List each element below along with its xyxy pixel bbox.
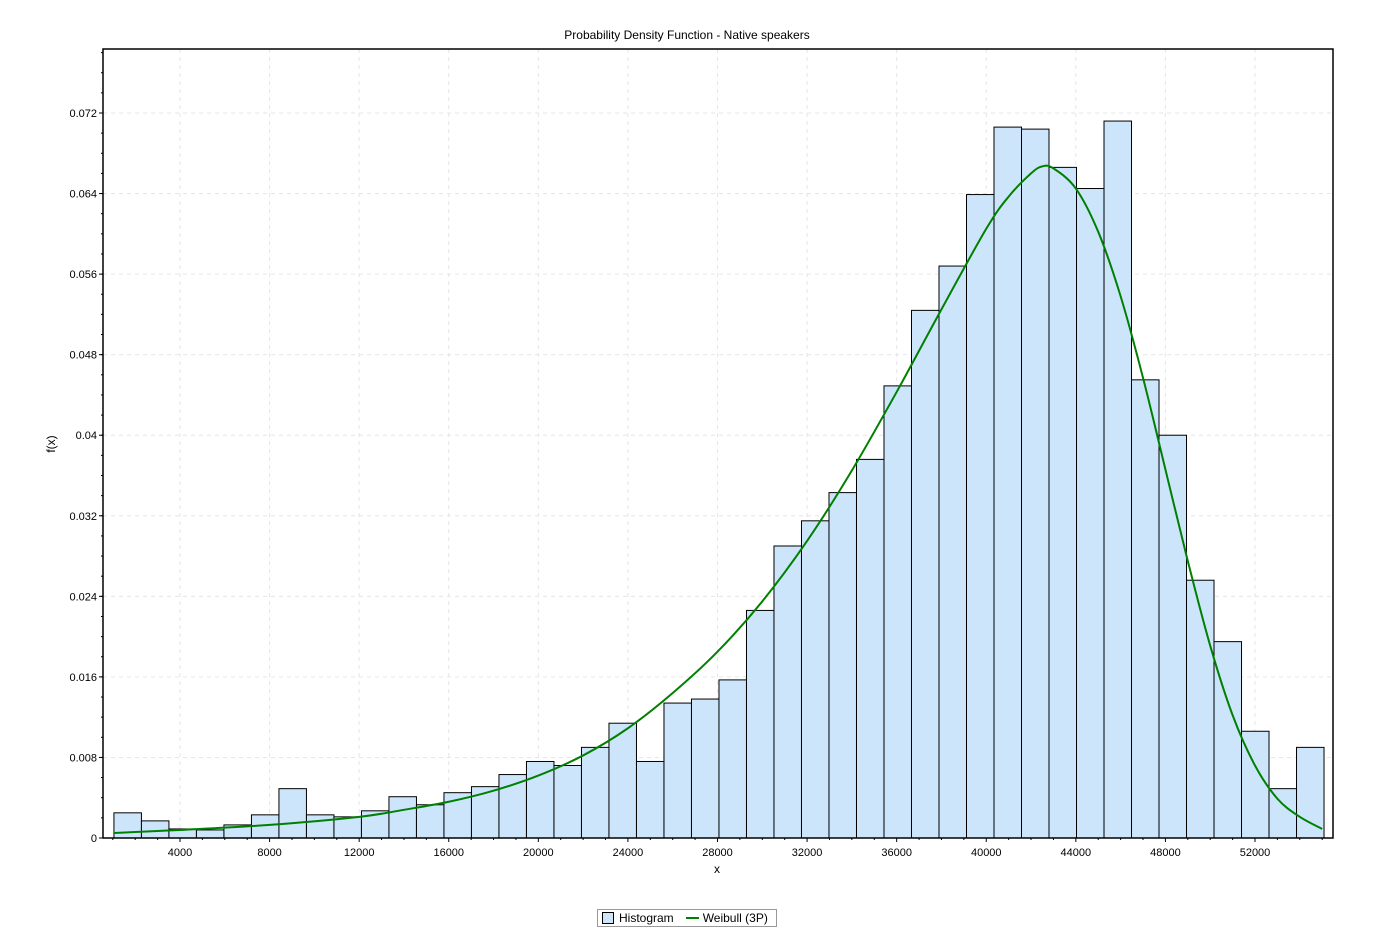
histogram-bar — [635, 760, 665, 839]
histogram-bar — [1103, 120, 1133, 839]
histogram-bar — [608, 722, 637, 839]
histogram-bars — [113, 120, 1325, 839]
y-axis: 0 0.008 0.016 0.024 0.032 0.04 0.048 0.056 0.064… — [69, 52, 103, 845]
chart-title: Probability Density Function - Native sp… — [564, 28, 810, 42]
histogram-bar — [1076, 188, 1105, 839]
histogram-bar — [663, 702, 692, 839]
y-axis-title: f(x) — [44, 435, 58, 452]
histogram-bar — [910, 309, 940, 839]
histogram-bar — [1186, 579, 1215, 839]
histogram-bar — [140, 820, 170, 839]
histogram-bar — [965, 194, 995, 839]
y-tick-label: 0.032 — [69, 511, 97, 523]
histogram-bar — [828, 492, 857, 839]
histogram-bar — [278, 788, 307, 839]
histogram-bar — [745, 609, 775, 839]
histogram-bar — [580, 746, 610, 839]
histogram-bar — [1021, 128, 1050, 839]
histogram-bar — [1048, 166, 1078, 839]
y-tick-label: 0.008 — [69, 752, 97, 764]
y-tick-label: 0.04 — [76, 430, 97, 442]
histogram-bar — [800, 520, 830, 839]
x-tick-label: 52000 — [1240, 847, 1271, 859]
x-tick-label: 16000 — [433, 847, 464, 859]
histogram-bar — [718, 679, 747, 839]
histogram-bar — [855, 458, 885, 839]
x-tick-label: 48000 — [1150, 847, 1181, 859]
x-tick-label: 8000 — [257, 847, 281, 859]
histogram-bar — [195, 829, 225, 839]
legend-label: Histogram — [619, 911, 674, 925]
histogram-bar — [305, 814, 335, 839]
histogram-bar — [525, 760, 555, 839]
histogram-bar — [113, 812, 142, 839]
y-tick-label: 0 — [91, 833, 97, 845]
legend: Histogram Weibull (3P) — [597, 909, 777, 927]
y-tick-label: 0.016 — [69, 672, 97, 684]
histogram-bar — [553, 765, 582, 839]
x-tick-label: 24000 — [613, 847, 644, 859]
y-tick-label: 0.048 — [69, 350, 97, 362]
histogram-bar — [470, 786, 500, 839]
x-tick-label: 28000 — [702, 847, 733, 859]
histogram-bar — [415, 804, 445, 839]
x-axis: 4000 8000 12000 16000 20000 24000 28000 32000 36… — [112, 838, 1323, 859]
histogram-bar — [690, 698, 720, 839]
legend-item-histogram: Histogram — [602, 911, 674, 925]
y-tick-label: 0.056 — [69, 269, 97, 281]
y-tick-label: 0.072 — [69, 108, 97, 120]
histogram-bar — [1131, 379, 1160, 839]
y-tick-label: 0.024 — [69, 591, 97, 603]
x-tick-label: 36000 — [881, 847, 912, 859]
histogram-bar — [773, 545, 802, 839]
histogram-bar — [993, 126, 1023, 839]
line-swatch-icon — [685, 917, 699, 919]
histogram-bar — [1268, 788, 1298, 839]
histogram-bar — [883, 385, 912, 839]
histogram-bar — [388, 796, 417, 839]
x-tick-label: 12000 — [344, 847, 375, 859]
x-tick-label: 40000 — [971, 847, 1002, 859]
weibull-curve — [113, 164, 1323, 834]
legend-label: Weibull (3P) — [702, 911, 768, 925]
histogram-bar — [938, 265, 967, 839]
y-tick-label: 0.064 — [69, 189, 97, 201]
x-tick-label: 20000 — [523, 847, 554, 859]
x-tick-label: 32000 — [792, 847, 823, 859]
histogram-bar — [1296, 746, 1325, 839]
histogram-swatch-icon — [602, 912, 614, 924]
x-axis-title: x — [714, 862, 720, 876]
legend-item-weibull: Weibull (3P) — [685, 911, 768, 925]
x-tick-label: 4000 — [168, 847, 192, 859]
x-tick-label: 44000 — [1061, 847, 1092, 859]
